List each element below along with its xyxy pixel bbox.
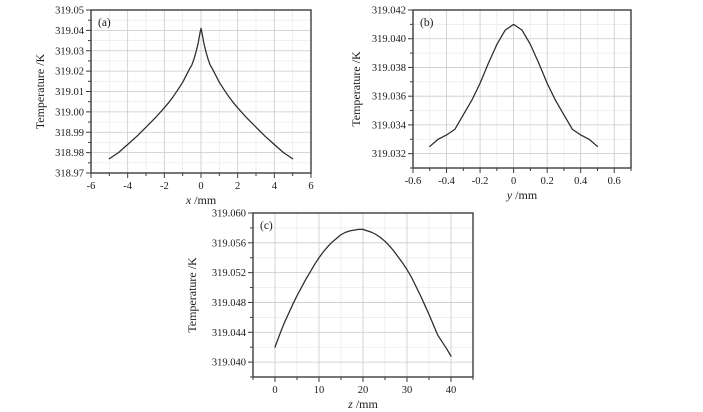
curve-temperature-profile-z xyxy=(274,228,452,357)
y-tick-label: 319.03 xyxy=(55,46,84,57)
panel-label: (a) xyxy=(98,17,111,29)
plot-a: -6 -4 -2 0 2 4 6 318.97 318.98 318.99 319.00 319.01… xyxy=(33,6,314,208)
y-tick-label: 319.032 xyxy=(372,149,406,160)
y-tick-label: 318.97 xyxy=(55,169,84,180)
y-axis-title: Temperature /K xyxy=(33,53,47,129)
x-tick-label: 0.6 xyxy=(608,176,621,187)
x-tick-label: 0 xyxy=(511,176,516,187)
plot-c: 0 10 20 30 40 319.040 319.044 319.048 319.052 319… xyxy=(185,209,474,411)
y-tick-label: 319.04 xyxy=(55,26,85,37)
y-tick-label: 319.040 xyxy=(212,358,246,369)
y-tick-label: 318.98 xyxy=(55,148,84,159)
curve-temperature-profile-x xyxy=(108,27,294,160)
y-tick-label: 319.048 xyxy=(212,298,246,309)
x-tick-label: 0 xyxy=(198,181,203,192)
x-tick-label: 0 xyxy=(272,385,277,396)
y-tick-label: 319.01 xyxy=(55,87,84,98)
x-axis-title: z /mm xyxy=(347,397,378,411)
curve-temperature-profile-y xyxy=(429,23,599,148)
y-tick-label: 318.99 xyxy=(55,128,84,139)
plot-border xyxy=(412,9,632,169)
y-tick-label: 319.02 xyxy=(55,67,84,78)
y-tick-label: 319.00 xyxy=(55,107,84,118)
y-tick-label: 319.042 xyxy=(372,6,406,17)
x-axis-title: y /mm xyxy=(506,188,538,202)
y-tick-label: 319.044 xyxy=(212,328,247,339)
y-axis-title: Temperature /K xyxy=(349,51,363,127)
y-axis-title: Temperature /K xyxy=(185,257,199,333)
y-tick-label: 319.05 xyxy=(55,6,84,17)
x-tick-label: -0.4 xyxy=(438,176,455,187)
panel-label: (c) xyxy=(260,220,273,232)
plot-b: -0.6 -0.4 -0.2 0 0.2 0.4 0.6 319.032 319.034 319.… xyxy=(349,6,632,202)
x-tick-label: -0.6 xyxy=(405,176,422,187)
x-axis-title: x /mm xyxy=(185,193,217,207)
x-tick-label: -2 xyxy=(160,181,169,192)
panel-label: (b) xyxy=(420,17,434,29)
y-tick-label: 319.056 xyxy=(212,238,246,249)
y-tick-label: 319.038 xyxy=(372,63,406,74)
x-tick-label: 0.2 xyxy=(541,176,554,187)
x-tick-label: 10 xyxy=(314,385,325,396)
x-tick-label: 20 xyxy=(358,385,369,396)
x-tick-label: -4 xyxy=(123,181,132,192)
x-tick-label: 6 xyxy=(308,181,313,192)
x-tick-label: 2 xyxy=(235,181,240,192)
y-tick-label: 319.036 xyxy=(372,92,406,103)
x-tick-label: -6 xyxy=(87,181,96,192)
x-tick-label: 40 xyxy=(446,385,457,396)
x-tick-label: 0.4 xyxy=(574,176,588,187)
y-tick-label: 319.052 xyxy=(212,268,246,279)
y-tick-label: 319.040 xyxy=(372,34,406,45)
x-tick-label: 4 xyxy=(272,181,278,192)
x-tick-label: 30 xyxy=(402,385,413,396)
y-tick-label: 319.060 xyxy=(212,209,246,220)
x-tick-label: -0.2 xyxy=(472,176,489,187)
y-tick-label: 319.034 xyxy=(372,120,407,131)
